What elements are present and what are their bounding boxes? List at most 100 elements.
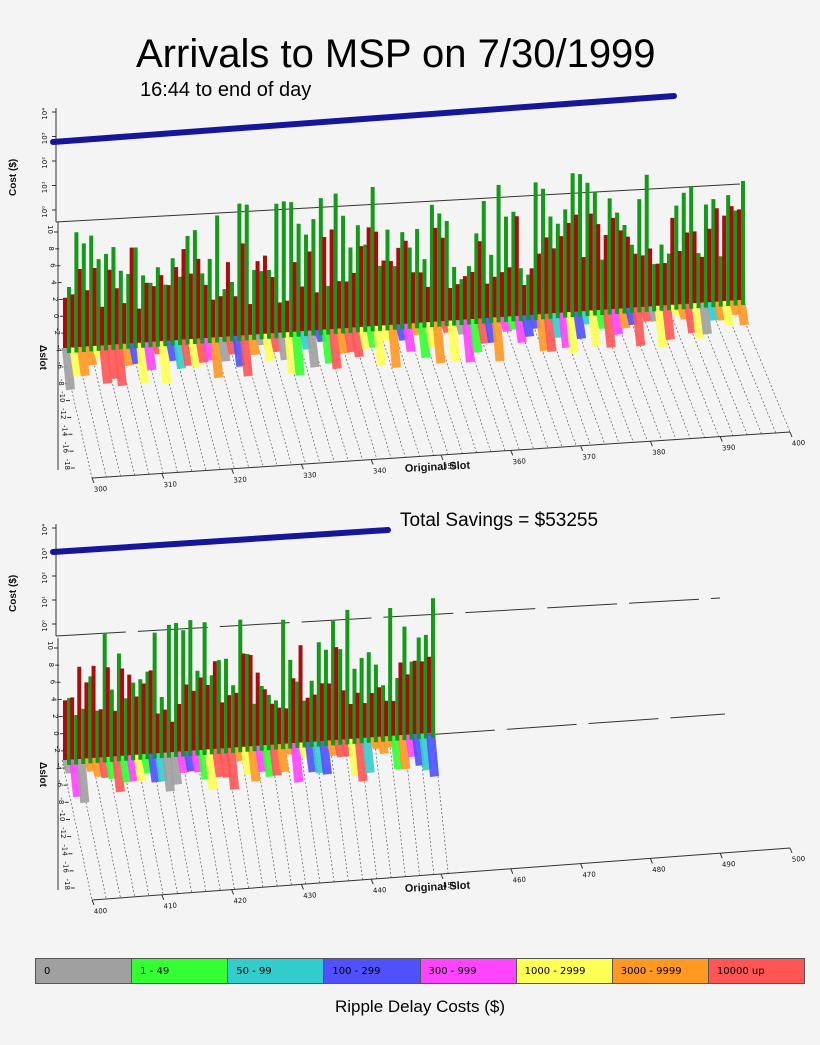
delay-tick-label: -10 xyxy=(58,810,66,821)
x-tick-mark xyxy=(510,868,514,874)
delay-tick-label: -8 xyxy=(57,797,65,804)
x-tick-label: 390 xyxy=(722,444,736,453)
delay-tick-label: -2 xyxy=(53,328,61,335)
legend-bin: 100 - 299 xyxy=(324,959,421,983)
delay-tick-label: 6 xyxy=(48,263,56,268)
top-perspective-guides xyxy=(61,299,791,479)
x-tick-label: 480 xyxy=(652,865,666,874)
guide-line xyxy=(598,309,648,442)
guide-line xyxy=(419,322,463,454)
x-tick-mark xyxy=(370,879,374,885)
delay-tick-label: -6 xyxy=(56,362,64,370)
delay-tick-label: 4 xyxy=(50,697,58,702)
guide-line xyxy=(708,301,762,434)
x-tick-label: 380 xyxy=(652,448,666,457)
bottom-cumulative-cost-line xyxy=(50,527,391,555)
x-tick-mark xyxy=(719,853,723,859)
delay-tick-label: -6 xyxy=(56,780,64,788)
cost-bin-block xyxy=(447,319,461,363)
top-cost-base xyxy=(55,183,741,223)
guide-line xyxy=(570,311,620,444)
guide-line xyxy=(611,308,663,441)
top-cost-ticks: 10⁴ 10³ 10² 10¹ 10⁰ xyxy=(41,108,56,218)
delay-tick-label: -14 xyxy=(60,844,68,856)
x-tick-label: 350 xyxy=(443,462,457,471)
top-cost-bins xyxy=(62,299,749,391)
delay-tick-label: -14 xyxy=(60,425,68,437)
x-tick-label: 360 xyxy=(512,457,526,466)
cost-bin-block xyxy=(306,329,320,368)
x-tick-mark xyxy=(649,858,653,864)
delay-tick-label: 8 xyxy=(47,663,55,667)
guide-line xyxy=(529,314,577,447)
x-tick-mark xyxy=(91,899,95,906)
top-delay-bars xyxy=(63,173,745,353)
cost-tick-label: 10³ xyxy=(41,132,49,144)
x-tick-label: 470 xyxy=(582,871,596,880)
x-tick-label: 320 xyxy=(233,476,247,485)
x-tick-label: 410 xyxy=(163,902,177,911)
chart-subtitle: 16:44 to end of day xyxy=(140,79,312,101)
cost-tick-label: 10² xyxy=(41,572,49,584)
delay-tick-label: 0 xyxy=(52,314,60,318)
cost-bin-block xyxy=(76,757,90,804)
legend-title: Ripple Delay Costs ($) xyxy=(334,997,506,1016)
cost-bin-block xyxy=(387,323,401,368)
x-tick-mark xyxy=(440,454,444,461)
x-tick-label: 400 xyxy=(94,907,108,916)
delay-tick-label: -18 xyxy=(63,459,71,470)
x-tick-mark xyxy=(91,477,95,484)
delay-tick-label: -2 xyxy=(53,746,61,753)
guide-line xyxy=(323,329,363,461)
delay-tick-label: 0 xyxy=(52,731,60,735)
delay-tick-label: -4 xyxy=(54,763,62,771)
legend-bin: 0 xyxy=(36,959,133,983)
x-tick-label: 500 xyxy=(792,855,806,864)
guide-line xyxy=(373,736,392,878)
cost-tick-label: 10⁴ xyxy=(41,108,49,120)
delay-tick-label: -16 xyxy=(62,861,70,873)
x-tick-label: 330 xyxy=(303,471,317,480)
cost-bin-block xyxy=(373,324,387,367)
bottom-delay-ticks: 10 8 6 4 2 0 -2 -4 -6 -8 -10 -12 -14 -16 -18 xyxy=(46,641,75,890)
x-tick-label: 420 xyxy=(233,897,247,906)
x-tick-label: 430 xyxy=(303,891,317,900)
x-tick-mark xyxy=(580,445,584,451)
guide-line xyxy=(171,340,207,471)
guide-line xyxy=(281,332,321,464)
cost-bin-block xyxy=(426,732,439,777)
delay-tick-label: -16 xyxy=(62,442,70,454)
guide-line xyxy=(157,341,193,472)
guide-line xyxy=(460,319,506,451)
guide-line xyxy=(391,324,435,456)
top-x-axis-label: Original Slot xyxy=(405,460,471,475)
legend-bin: 3000 - 9999 xyxy=(612,959,709,983)
bottom-delay-axis-label: Δslot xyxy=(37,762,48,788)
x-tick-label: 490 xyxy=(722,860,736,869)
top-cost-axis-label: Cost ($) xyxy=(8,159,19,196)
guide-line xyxy=(501,316,549,449)
total-savings-label: Total Savings = $53255 xyxy=(400,510,599,531)
delay-tick-label: 2 xyxy=(51,714,59,718)
cost-bin-block xyxy=(491,316,505,362)
guide-line xyxy=(199,338,235,469)
cost-tick-label: 10⁰ xyxy=(41,620,49,632)
guide-line xyxy=(639,306,691,439)
top-delay-axis-label: Δslot xyxy=(37,345,48,371)
guide-line xyxy=(556,312,606,445)
cost-tick-label: 10³ xyxy=(41,548,49,560)
guide-line xyxy=(378,325,420,457)
cost-tick-label: 10⁰ xyxy=(41,206,49,218)
top-panel: Cost ($) 10⁴ 10³ 10² 10¹ 10⁰ Δslot 10 8 6 4 2 0 -2… xyxy=(8,93,805,494)
guide-line xyxy=(226,336,264,467)
x-tick-mark xyxy=(789,847,793,854)
delay-tick-label: 8 xyxy=(47,246,55,250)
x-tick-mark xyxy=(231,889,235,895)
cost-tick-label: 10¹ xyxy=(41,596,49,608)
cost-bin-block xyxy=(226,746,240,790)
delay-tick-label: 2 xyxy=(51,297,59,301)
bottom-cost-base xyxy=(55,597,721,637)
guide-line xyxy=(584,310,634,443)
guide-line xyxy=(488,317,534,449)
guide-line xyxy=(185,339,221,470)
